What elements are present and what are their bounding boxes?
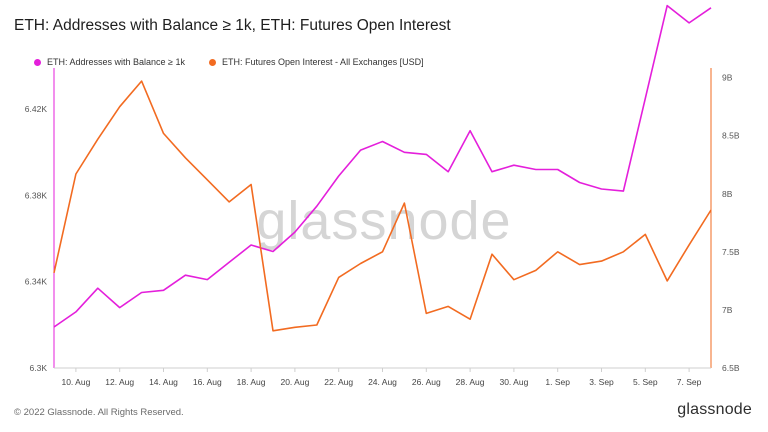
x-axis-tick-label: 20. Aug <box>280 377 309 387</box>
copyright-text: © 2022 Glassnode. All Rights Reserved. <box>14 407 184 418</box>
x-axis-tick-label: 16. Aug <box>193 377 222 387</box>
x-axis-tick-label: 12. Aug <box>105 377 134 387</box>
chart-legend: ETH: Addresses with Balance ≥ 1k ETH: Fu… <box>34 57 424 67</box>
left-axis-tick-label: 6.42K <box>25 104 48 114</box>
legend-item-addresses[interactable]: ETH: Addresses with Balance ≥ 1k <box>34 57 185 67</box>
x-axis-tick-label: 3. Sep <box>589 377 614 387</box>
legend-label-open-interest: ETH: Futures Open Interest - All Exchang… <box>222 57 424 67</box>
right-axis-tick-label: 8B <box>722 189 733 199</box>
x-axis-tick-label: 7. Sep <box>677 377 702 387</box>
left-axis-tick-label: 6.3K <box>30 363 48 373</box>
x-axis-tick-label: 10. Aug <box>61 377 90 387</box>
legend-swatch-addresses <box>34 58 41 66</box>
x-axis-tick-label: 5. Sep <box>633 377 658 387</box>
x-axis-tick-label: 18. Aug <box>237 377 266 387</box>
x-axis-tick-label: 1. Sep <box>545 377 570 387</box>
x-axis-tick-label: 24. Aug <box>368 377 397 387</box>
x-axis-tick-label: 14. Aug <box>149 377 178 387</box>
brand-logo-text: glassnode <box>677 401 752 418</box>
left-axis-tick-label: 6.34K <box>25 277 48 287</box>
right-axis-tick-label: 8.5B <box>722 131 740 141</box>
left-axis-tick-label: 6.38K <box>25 190 48 200</box>
series-line-addresses[interactable] <box>53 4 712 328</box>
right-axis-tick-label: 7B <box>722 305 733 315</box>
legend-label-addresses: ETH: Addresses with Balance ≥ 1k <box>47 57 186 67</box>
right-axis-tick-label: 7.5B <box>722 247 740 257</box>
legend-swatch-open-interest <box>209 58 217 66</box>
x-axis-tick-label: 28. Aug <box>456 377 485 387</box>
x-axis-tick-label: 30. Aug <box>499 377 528 387</box>
series-line-open-interest[interactable] <box>53 80 712 332</box>
chart-title: ETH: Addresses with Balance ≥ 1k, ETH: F… <box>14 17 451 34</box>
x-axis-tick-label: 22. Aug <box>324 377 353 387</box>
right-axis-tick-label: 9B <box>722 73 733 83</box>
right-axis-tick-label: 6.5B <box>722 363 740 373</box>
x-axis-tick-label: 26. Aug <box>412 377 441 387</box>
legend-item-open-interest[interactable]: ETH: Futures Open Interest - All Exchang… <box>209 57 424 67</box>
